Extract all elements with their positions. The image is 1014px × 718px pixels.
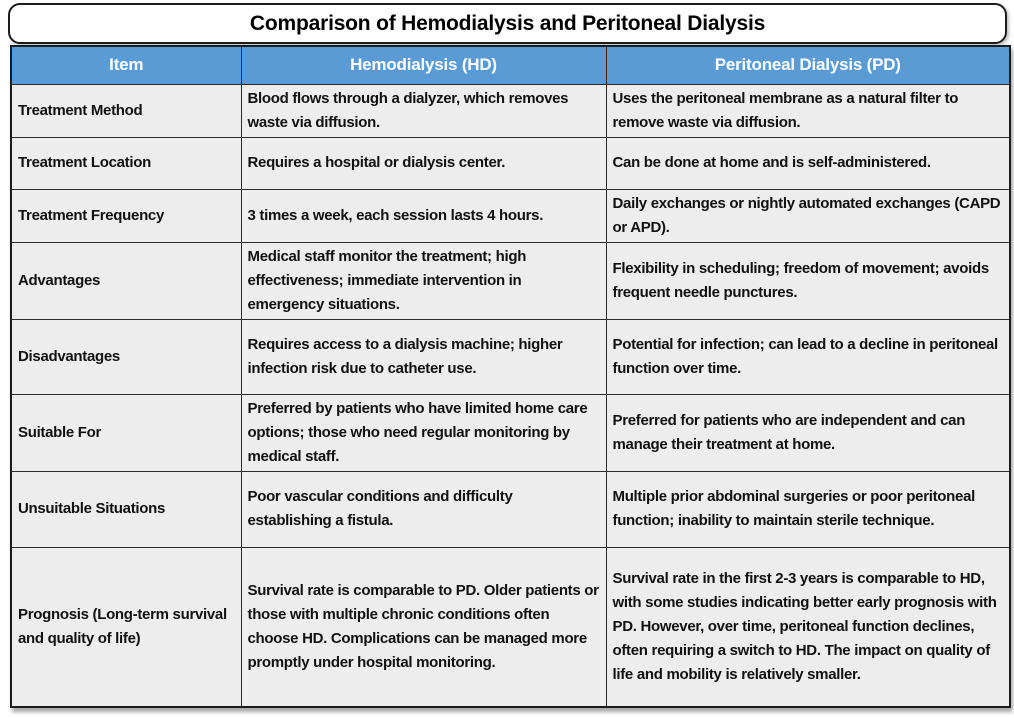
pd-cell: Preferred for patients who are independe… (605, 393, 1011, 472)
pd-cell: Survival rate in the first 2-3 years is … (605, 546, 1011, 708)
comparison-table: Item Hemodialysis (HD) Peritoneal Dialys… (10, 45, 1011, 708)
hd-cell: Survival rate is comparable to PD. Older… (240, 546, 607, 708)
row-label: Unsuitable Situations (10, 470, 242, 548)
table-row-suitable-for: Suitable For Preferred by patients who h… (10, 393, 1011, 472)
pd-cell: Flexibility in scheduling; freedom of mo… (605, 241, 1011, 320)
row-label: Treatment Location (10, 136, 242, 190)
table-row-advantages: Advantages Medical staff monitor the tre… (10, 241, 1011, 320)
row-label: Advantages (10, 241, 242, 320)
table-row-treatment-method: Treatment Method Blood flows through a d… (10, 83, 1011, 138)
table-row-unsuitable-situations: Unsuitable Situations Poor vascular cond… (10, 470, 1011, 548)
hd-cell: Poor vascular conditions and difficulty … (240, 470, 607, 548)
table-row-disadvantages: Disadvantages Requires access to a dialy… (10, 318, 1011, 395)
pd-cell: Daily exchanges or nightly automated exc… (605, 188, 1011, 243)
pd-cell: Can be done at home and is self-administ… (605, 136, 1011, 190)
pd-cell: Multiple prior abdominal surgeries or po… (605, 470, 1011, 548)
hd-cell: Requires access to a dialysis machine; h… (240, 318, 607, 395)
pd-cell: Potential for infection; can lead to a d… (605, 318, 1011, 395)
col-header-hd: Hemodialysis (HD) (240, 45, 607, 85)
col-header-pd: Peritoneal Dialysis (PD) (605, 45, 1011, 85)
pd-cell: Uses the peritoneal membrane as a natura… (605, 83, 1011, 138)
row-label: Treatment Method (10, 83, 242, 138)
hd-cell: 3 times a week, each session lasts 4 hou… (240, 188, 607, 243)
table-row-treatment-frequency: Treatment Frequency 3 times a week, each… (10, 188, 1011, 243)
title-box: Comparison of Hemodialysis and Peritonea… (8, 3, 1007, 44)
row-label: Disadvantages (10, 318, 242, 395)
hd-cell: Preferred by patients who have limited h… (240, 393, 607, 472)
hd-cell: Requires a hospital or dialysis center. (240, 136, 607, 190)
table-row-treatment-location: Treatment Location Requires a hospital o… (10, 136, 1011, 190)
hd-cell: Medical staff monitor the treatment; hig… (240, 241, 607, 320)
row-label: Suitable For (10, 393, 242, 472)
page-title: Comparison of Hemodialysis and Peritonea… (249, 11, 766, 35)
row-label: Prognosis (Long-term survival and qualit… (10, 546, 242, 708)
col-header-item: Item (10, 45, 242, 85)
hd-cell: Blood flows through a dialyzer, which re… (240, 83, 607, 138)
table-row-prognosis: Prognosis (Long-term survival and qualit… (10, 546, 1011, 708)
header-row: Item Hemodialysis (HD) Peritoneal Dialys… (10, 45, 1011, 85)
row-label: Treatment Frequency (10, 188, 242, 243)
